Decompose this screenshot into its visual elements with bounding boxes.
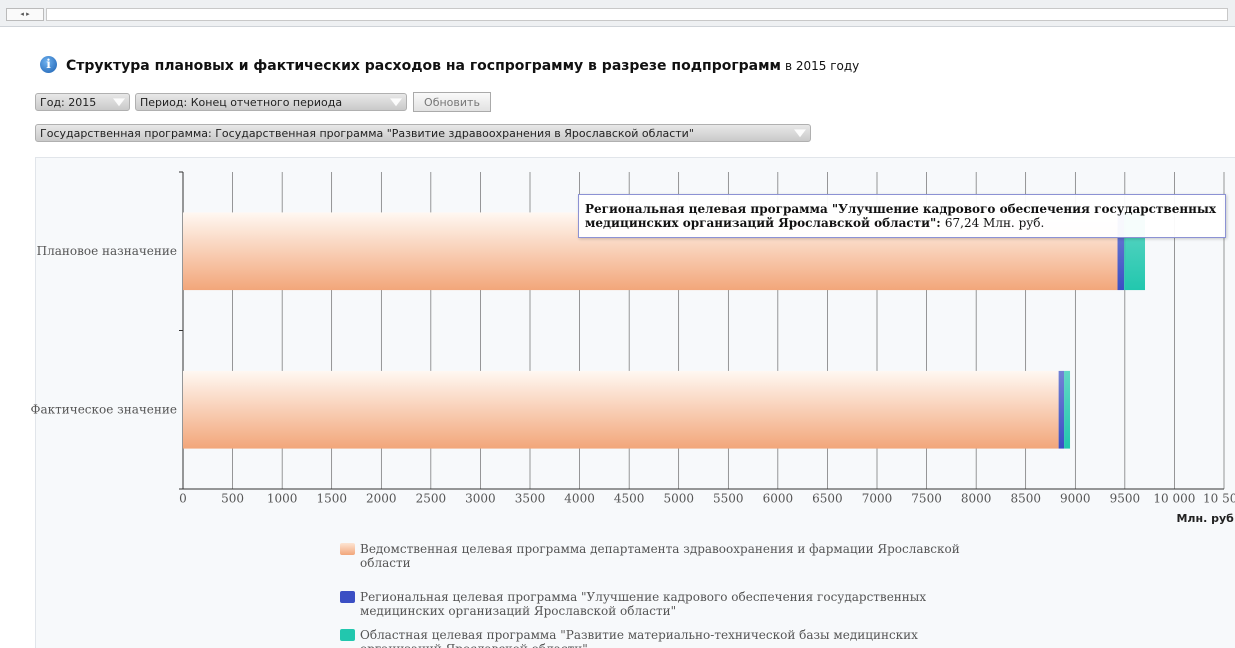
x-tick-label: 4000: [564, 492, 595, 506]
x-tick-label: 4500: [614, 492, 645, 506]
bar-segment: [183, 370, 1059, 449]
legend-label: Областная целевая программа "Развитие ма…: [360, 628, 918, 648]
info-icon[interactable]: i: [40, 56, 57, 73]
x-tick-label: 2000: [366, 492, 397, 506]
x-tick-label: 6000: [763, 492, 794, 506]
refresh-button[interactable]: Обновить: [413, 92, 491, 112]
title: Структура плановых и фактических расходо…: [66, 58, 781, 74]
browser-bar: ◂ ▸: [0, 0, 1235, 27]
x-tick-label: 8000: [961, 492, 992, 506]
x-tick-label: 5500: [713, 492, 744, 506]
nav-buttons[interactable]: ◂ ▸: [6, 8, 44, 21]
x-tick-label: 10 000: [1153, 492, 1195, 506]
x-tick-label: 1000: [267, 492, 298, 506]
bar-segment: [1117, 212, 1125, 291]
legend-label: Региональная целевая программа "Улучшени…: [360, 590, 927, 618]
subtitle: в 2015 году: [785, 59, 860, 73]
period-select[interactable]: Период: Конец отчетного периода: [135, 93, 407, 111]
x-tick-label: 8500: [1010, 492, 1041, 506]
page-title: Структура плановых и фактических расходо…: [66, 58, 859, 74]
x-tick-label: 10 500: [1203, 492, 1235, 506]
x-tick-label: 1500: [316, 492, 347, 506]
x-tick-label: 9500: [1110, 492, 1141, 506]
x-tick-label: 6500: [812, 492, 843, 506]
legend: Ведомственная целевая программа департам…: [340, 542, 960, 648]
y-tick-label: Плановое назначение: [37, 244, 177, 258]
x-tick-label: 2500: [416, 492, 447, 506]
program-select[interactable]: Государственная программа: Государственн…: [35, 124, 811, 142]
year-select[interactable]: Год: 2015: [35, 93, 130, 111]
x-tick-label: 3000: [465, 492, 496, 506]
x-axis-label: Млн. руб.: [1176, 512, 1235, 525]
y-tick-label: Фактическое значение: [31, 402, 177, 416]
address-bar[interactable]: [46, 8, 1228, 21]
legend-swatch: [340, 543, 355, 555]
legend-item[interactable]: Региональная целевая программа "Улучшени…: [340, 590, 960, 618]
bar-segment: [1064, 370, 1071, 449]
x-tick-label: 9000: [1060, 492, 1091, 506]
x-tick-label: 0: [179, 492, 187, 506]
x-tick-label: 7500: [911, 492, 942, 506]
x-tick-label: 3500: [515, 492, 546, 506]
tooltip-name: Региональная целевая программа "Улучшени…: [585, 202, 1216, 230]
legend-item[interactable]: Областная целевая программа "Развитие ма…: [340, 628, 960, 648]
legend-swatch: [340, 629, 355, 641]
tooltip-value: 67,24 Млн. руб.: [944, 216, 1045, 230]
tooltip: Региональная целевая программа "Улучшени…: [578, 194, 1226, 238]
x-tick-label: 500: [221, 492, 244, 506]
x-tick-label: 5000: [663, 492, 694, 506]
x-tick-label: 7000: [862, 492, 893, 506]
legend-label: Ведомственная целевая программа департам…: [360, 542, 960, 570]
legend-swatch: [340, 591, 355, 603]
bar-segment: [1058, 370, 1065, 449]
legend-item[interactable]: Ведомственная целевая программа департам…: [340, 542, 960, 570]
